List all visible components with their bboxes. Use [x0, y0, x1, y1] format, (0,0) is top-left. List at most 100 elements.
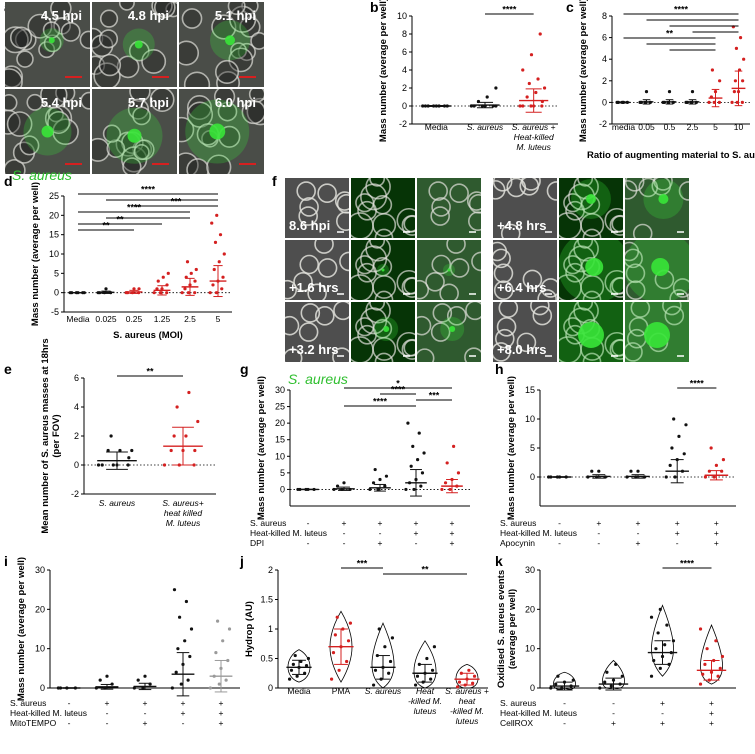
a-tile-3-cell — [40, 89, 68, 109]
x-category-label: S. aureus — [365, 686, 402, 696]
y-tick-label: -5 — [51, 307, 59, 317]
data-point — [672, 417, 676, 421]
condition-name: Heat-killed M. luteus — [10, 708, 87, 718]
data-point — [152, 291, 156, 295]
data-point — [105, 674, 109, 678]
y-tick-label: 25 — [275, 402, 285, 412]
data-point — [733, 79, 738, 83]
e-tile-1-1-1-cell — [582, 290, 602, 300]
data-point — [109, 434, 113, 438]
a-tile-3-cell-shadow — [7, 112, 32, 137]
data-point — [529, 53, 534, 57]
significance-label: *** — [357, 559, 368, 569]
y-axis-label: Mass number (average per well) — [256, 376, 267, 520]
a-tile-2-cell — [227, 2, 246, 15]
violin-outline — [413, 640, 437, 689]
data-point — [193, 448, 197, 453]
condition-value: - — [637, 528, 640, 538]
a-tile-5-cell-shadow — [247, 98, 264, 125]
condition-value: + — [714, 528, 719, 538]
y-tick-label: 5 — [54, 268, 59, 278]
a-tile-4-cell-shadow — [130, 89, 150, 102]
data-point — [194, 267, 198, 272]
data-point — [605, 670, 609, 674]
a-tile-0-cell-shadow — [5, 27, 28, 53]
e-tile-1-1-0-cell — [493, 248, 511, 269]
e-tile-1-0-0-cell — [546, 181, 557, 201]
a-tile-4-cell-shadow — [92, 138, 110, 162]
a-tile-5-cell — [206, 154, 232, 174]
a-tile-4-cell — [106, 139, 126, 159]
e-tile-1-1-0-cell — [537, 289, 557, 300]
y-axis-label-line: Hydrop (AU) — [244, 601, 255, 657]
a-tile-0-cell-shadow — [61, 22, 80, 41]
x-category-label-line: Heat — [416, 686, 435, 696]
a-timepoint-label: 4.8 hpi — [128, 8, 169, 23]
significance-label: **** — [680, 559, 695, 569]
data-point — [718, 79, 722, 83]
a-tile-1-cell — [92, 55, 106, 76]
y-tick-label: 4 — [602, 54, 607, 64]
y-tick-label: 0 — [280, 484, 285, 494]
data-point — [656, 631, 660, 635]
data-point — [176, 647, 180, 651]
data-point — [534, 90, 538, 95]
a-tile-0-cell — [60, 21, 81, 42]
data-point — [411, 444, 415, 448]
condition-value: + — [636, 538, 641, 548]
a-tile-4-cell — [149, 89, 175, 112]
data-point — [98, 678, 102, 682]
data-point — [193, 279, 197, 283]
e-tile-0-0-2-cells — [428, 181, 481, 231]
significance-label: *** — [429, 391, 440, 401]
data-point — [698, 627, 703, 631]
e-tile-0-1-1-cell — [360, 245, 388, 273]
a-tile-0-cell — [27, 13, 53, 39]
data-point — [226, 658, 230, 663]
data-point — [556, 674, 560, 678]
a-tile-0-cell — [16, 50, 34, 68]
significance-label: **** — [502, 5, 517, 15]
a-tile-3-cell-shadow — [48, 107, 64, 122]
data-point — [549, 686, 553, 690]
e-tile-1-0-2-cell — [678, 181, 689, 201]
data-point — [649, 674, 654, 678]
data-point — [714, 463, 719, 467]
panel-letter-f: e — [4, 361, 12, 377]
condition-name: Heat-killed M. luteus — [500, 708, 577, 718]
y-tick-label: 4 — [74, 402, 79, 412]
a-tile-5-cell — [217, 101, 238, 122]
a-tile-3-cell-shadow — [40, 89, 67, 108]
data-point — [183, 639, 187, 643]
y-tick-label: 20 — [275, 418, 285, 428]
data-point — [440, 487, 444, 492]
e-tile-1-1-0-cell — [522, 269, 543, 290]
e-tile-0-0-0-cell — [336, 211, 349, 231]
a-tile-1-cells — [92, 2, 177, 87]
a-tile-2-cell-shadow — [230, 43, 247, 59]
y-tick-label: 10 — [525, 644, 535, 654]
x-axis-label: S. aureus (MOI) — [113, 330, 183, 341]
e-tile-1-1-2-cells — [625, 240, 689, 300]
e-time-label: +6.4 hrs — [497, 280, 547, 295]
data-point — [289, 668, 294, 672]
data-point — [132, 686, 136, 690]
condition-value: + — [675, 528, 680, 538]
e-tile-1-0-1 — [559, 178, 623, 238]
data-point — [452, 444, 456, 448]
data-point — [732, 90, 736, 94]
data-point — [345, 659, 349, 664]
a-tile-2-cells — [179, 2, 264, 87]
condition-value: - — [106, 718, 109, 728]
data-point — [214, 651, 218, 655]
y-tick-label: 8 — [602, 11, 607, 21]
e-tile-1-2-0-cell — [494, 328, 515, 349]
x-category-label: S. aureus + Heat-killed M. luteus — [512, 122, 556, 152]
e-tile-0-0-1-cell — [372, 195, 393, 215]
e-tile-0-2-2-cell — [465, 302, 481, 321]
data-point — [378, 477, 382, 482]
a-tile-1-cell-shadow — [117, 56, 139, 78]
e-tile-0-0-2 — [417, 178, 481, 238]
a-tile-5-bacteria-mass — [209, 123, 226, 140]
a-tile-2-cell — [229, 5, 257, 33]
